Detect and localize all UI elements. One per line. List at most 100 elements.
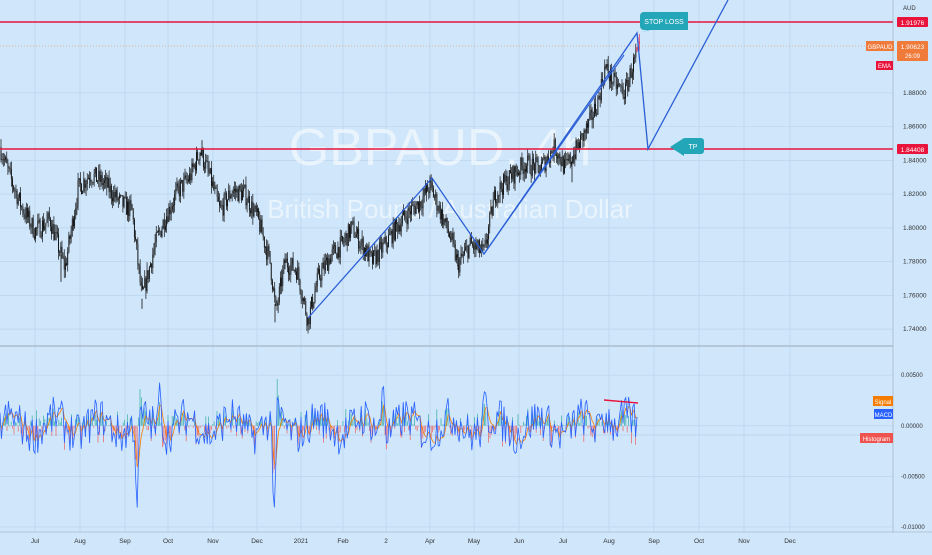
histogram-bar [148, 426, 149, 430]
histogram-bar [582, 426, 583, 427]
candle-body [303, 299, 304, 301]
candle-body [125, 197, 126, 198]
candle-body [217, 189, 218, 197]
candle-body [197, 152, 198, 160]
histogram-bar [413, 424, 414, 426]
candle-body [508, 184, 509, 190]
candle-body [5, 157, 6, 159]
histogram-bar [60, 422, 61, 426]
candle-body [56, 232, 57, 233]
candle-body [171, 210, 172, 214]
histogram-bar [579, 423, 580, 425]
time-tick-label: Apr [425, 538, 436, 545]
candle-body [117, 190, 118, 200]
candle-body [443, 219, 444, 225]
candle-body [137, 244, 138, 264]
histogram-bar [11, 422, 12, 426]
candle-body [379, 243, 380, 262]
candle-body [457, 254, 458, 257]
candle-body [116, 190, 117, 197]
candle-body [71, 230, 72, 239]
candle-body [112, 198, 113, 202]
candle-body [490, 207, 491, 213]
candle-body [173, 205, 174, 206]
candle-body [227, 200, 228, 207]
histogram-bar [354, 418, 355, 426]
candle-body [10, 168, 11, 169]
histogram-bar [523, 422, 524, 426]
candle-body [18, 198, 19, 204]
candle-body [446, 218, 447, 222]
macd-badge[interactable]: MACD [874, 409, 893, 419]
candle-body [485, 240, 486, 246]
price-tick-label: 1.76000 [903, 292, 927, 299]
candle-body [424, 188, 425, 196]
ema-badge[interactable]: EMA [876, 61, 893, 70]
candle-body [104, 180, 105, 183]
candle-body [436, 194, 437, 211]
candle-body [588, 119, 589, 127]
candle-body [535, 158, 536, 173]
candle-body [397, 224, 398, 232]
candle-body [487, 239, 488, 243]
candle-body [180, 182, 181, 197]
candle-body [456, 254, 457, 260]
candle-body [45, 223, 46, 226]
candle-body [618, 84, 619, 85]
histogram-bar [366, 418, 367, 426]
candle-body [523, 165, 524, 174]
candle-body [435, 194, 436, 197]
macd-tick-label: -0.00500 [901, 474, 925, 480]
candle-body [441, 209, 442, 219]
histogram-bar [522, 426, 523, 427]
candle-body [113, 192, 114, 201]
histogram-badge[interactable]: Histogram [860, 433, 893, 443]
candle-body [196, 152, 197, 170]
candle-body [426, 184, 427, 193]
candle-body [565, 159, 566, 160]
candle-body [469, 244, 470, 258]
candle-body [349, 224, 350, 238]
candle-body [105, 177, 106, 180]
candle-body [103, 183, 104, 185]
candle-body [373, 250, 374, 263]
histogram-bar [211, 426, 212, 430]
candle-body [336, 254, 337, 259]
candle-body [513, 166, 514, 183]
stop-loss-callout[interactable]: STOP LOSS [640, 12, 688, 32]
histogram-bar [256, 422, 257, 426]
histogram-bar [634, 420, 635, 426]
candle-body [91, 181, 92, 182]
candle-body [542, 159, 543, 162]
candle-body [601, 79, 602, 100]
candle-body [630, 68, 631, 80]
candle-body [300, 280, 301, 292]
candle-body [220, 205, 221, 206]
candle-body [166, 216, 167, 226]
candle-body [266, 247, 267, 259]
candle-body [320, 278, 321, 281]
candle-body [450, 237, 451, 240]
candle-body [264, 237, 265, 248]
candle-body [298, 267, 299, 280]
candle-body [599, 96, 600, 97]
candle-body [346, 233, 347, 238]
candle-body [308, 317, 309, 325]
candle-body [158, 231, 159, 233]
candle-body [290, 265, 291, 275]
candle-body [577, 140, 578, 148]
signal-badge[interactable]: Signal [873, 396, 893, 406]
candle-body [295, 270, 296, 272]
candle-body [404, 210, 405, 216]
histogram-bar [172, 416, 173, 426]
candle-body [16, 191, 17, 192]
candle-body [421, 207, 422, 208]
candle-body [439, 205, 440, 210]
candle-body [294, 270, 295, 271]
candle-body [162, 229, 163, 237]
candle-body [380, 242, 381, 243]
candle-body [488, 227, 489, 240]
candle-body [236, 189, 237, 192]
histogram-bar [623, 426, 624, 431]
